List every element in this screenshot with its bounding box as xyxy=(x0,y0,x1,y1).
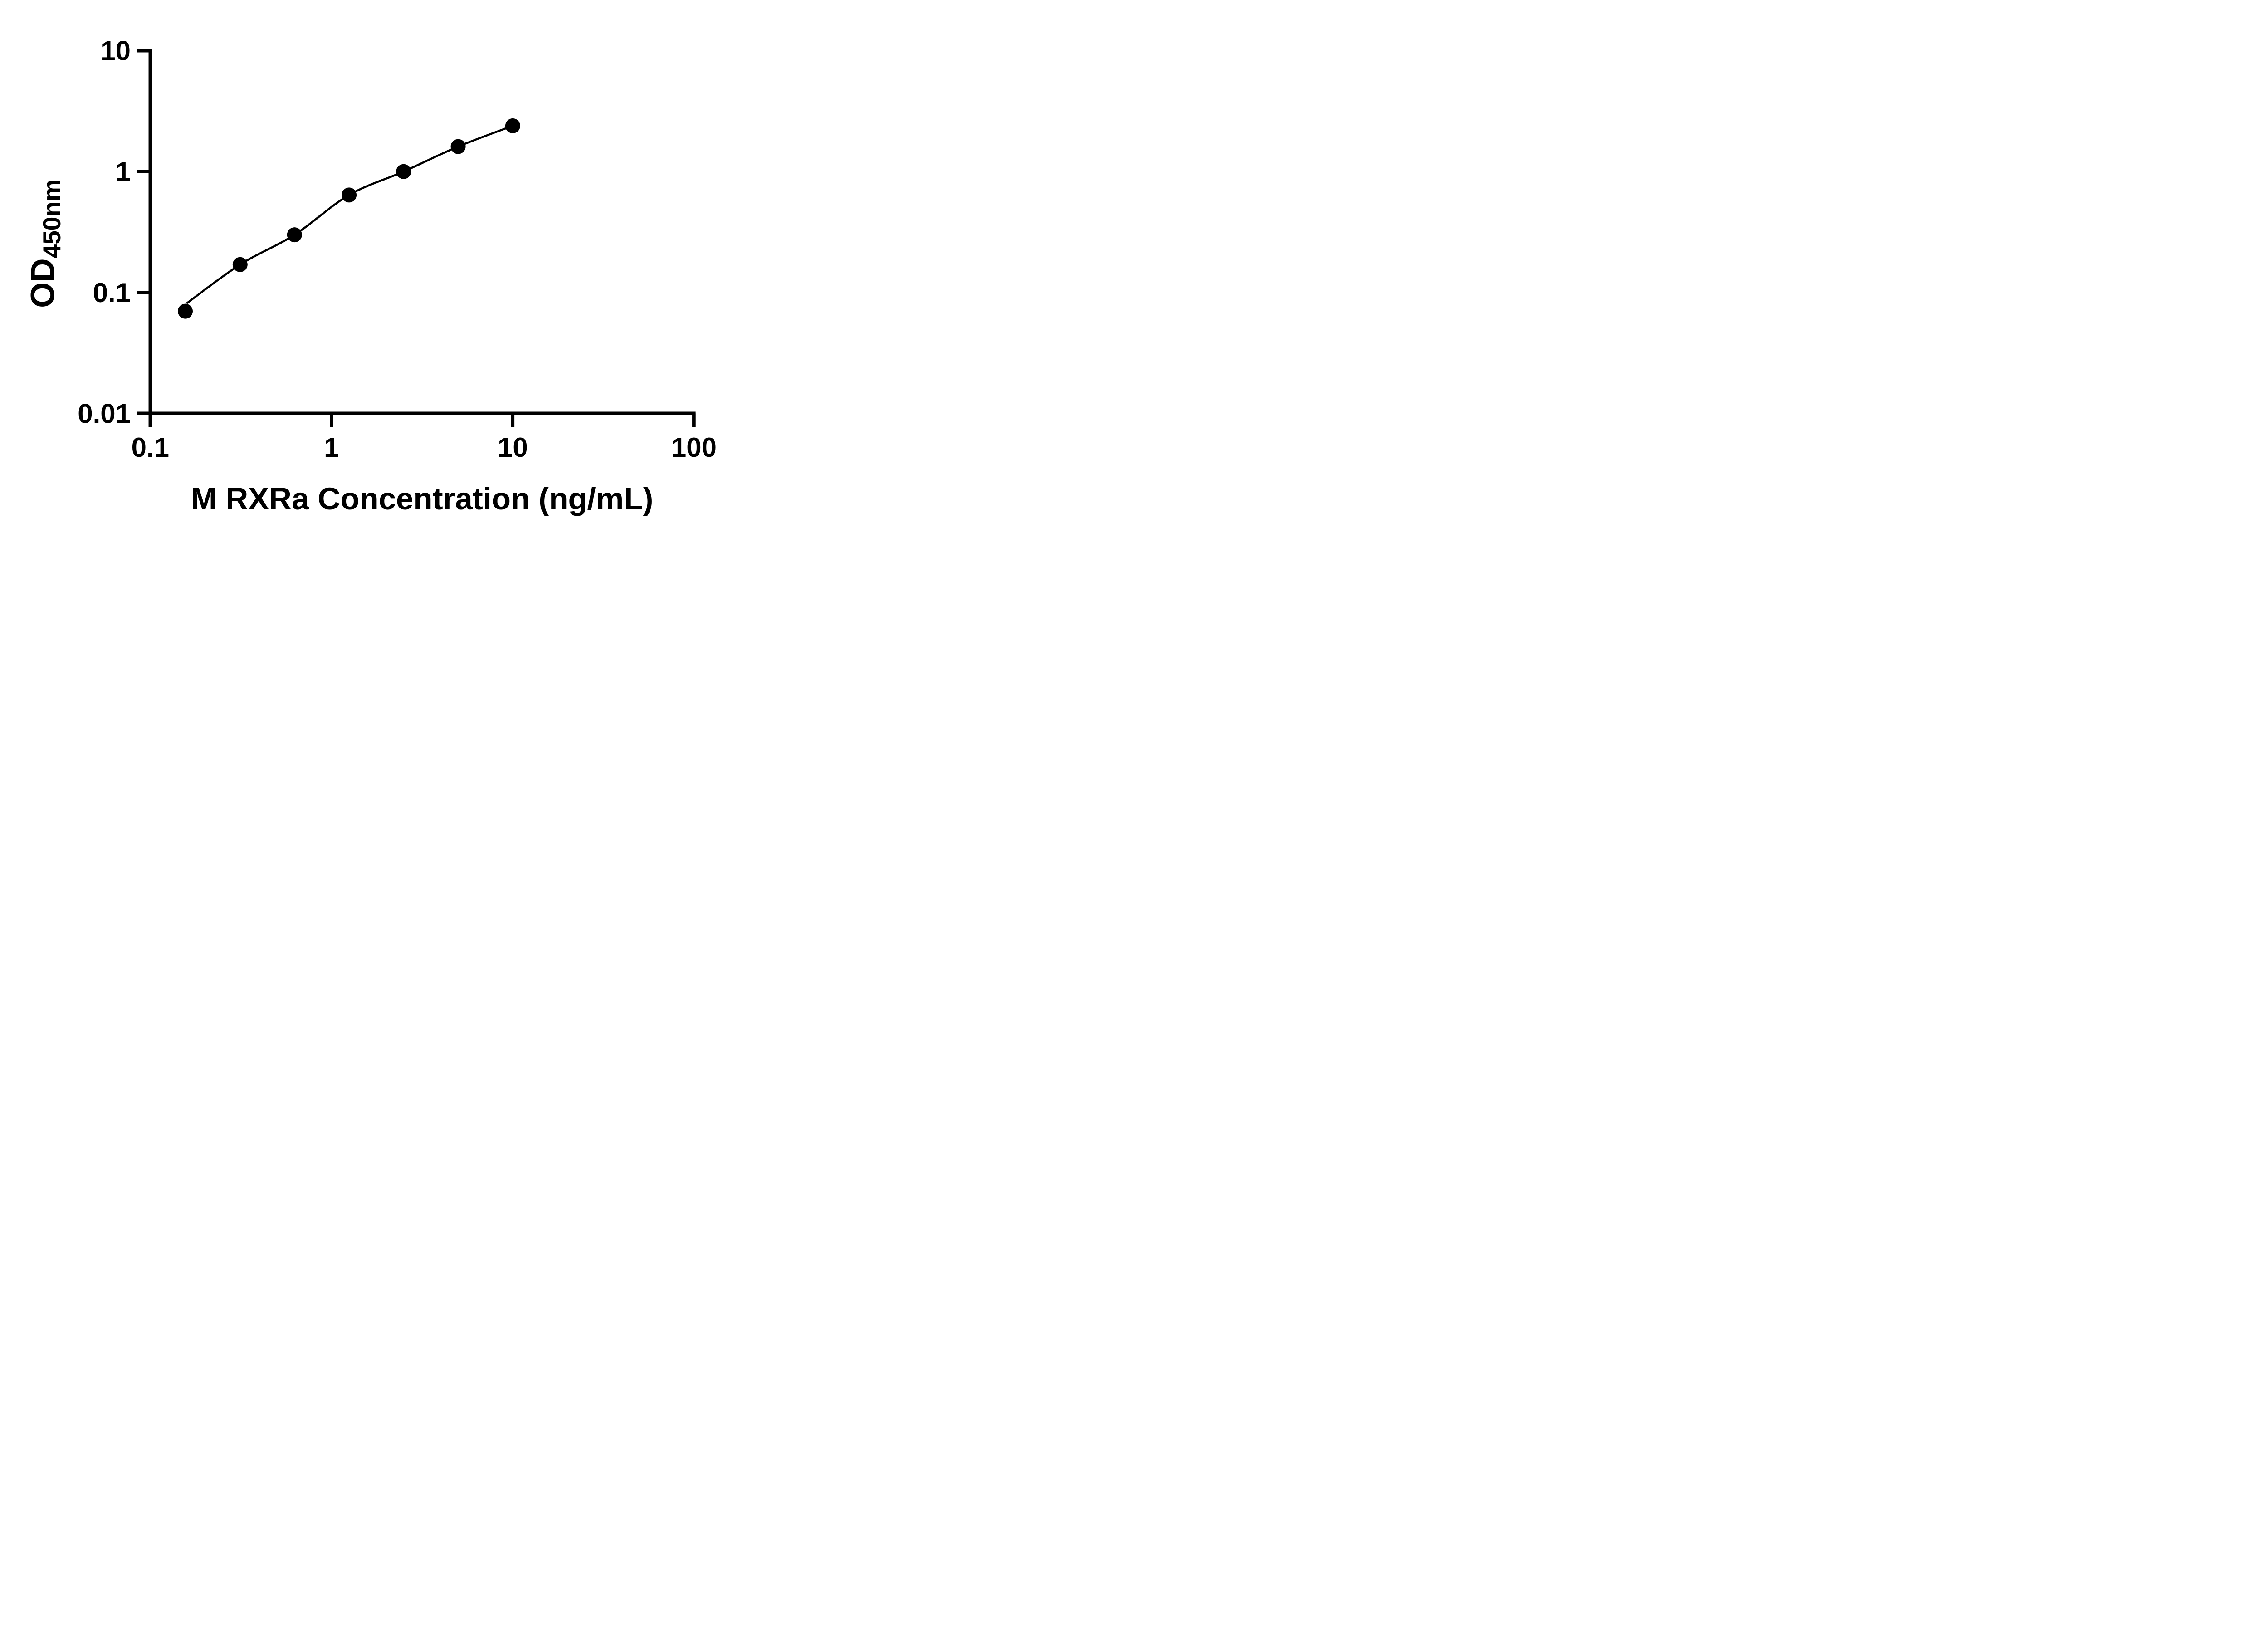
y-axis-title: OD450nm xyxy=(23,130,66,357)
data-point xyxy=(178,303,193,319)
x-axis-title: M RXRa Concentration (ng/mL) xyxy=(191,481,654,516)
x-tick-label: 10 xyxy=(498,432,528,463)
axes xyxy=(137,49,696,427)
y-axis-title-subscript: 450nm xyxy=(38,179,66,259)
x-tick-label: 100 xyxy=(671,432,717,463)
x-tick-label: 0.1 xyxy=(132,432,169,463)
data-point xyxy=(287,227,302,243)
y-tick-label: 10 xyxy=(100,36,131,66)
data-point xyxy=(505,118,520,133)
data-point xyxy=(396,164,411,179)
elisa-standard-curve-figure: 0.01 0.1 1 10 0.1 1 10 100 M RXRa Concentration… xyxy=(0,0,777,544)
y-axis-title-main: OD xyxy=(24,258,61,308)
data-point xyxy=(342,187,357,203)
data-point xyxy=(232,257,248,272)
y-tick-label: 0.01 xyxy=(78,398,131,429)
x-tick-label: 1 xyxy=(324,432,339,463)
fit-curve-line xyxy=(186,125,514,304)
y-tick-label: 0.1 xyxy=(93,278,131,308)
data-point xyxy=(450,139,466,154)
y-tick-label: 1 xyxy=(116,156,131,187)
